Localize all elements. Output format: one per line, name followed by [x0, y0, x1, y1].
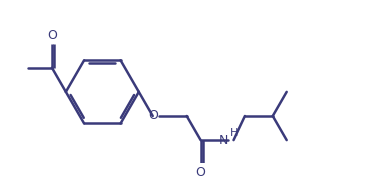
Text: H: H [230, 128, 238, 138]
Text: N: N [219, 134, 228, 147]
Text: O: O [196, 166, 205, 176]
Text: O: O [47, 29, 57, 42]
Text: O: O [148, 109, 158, 122]
